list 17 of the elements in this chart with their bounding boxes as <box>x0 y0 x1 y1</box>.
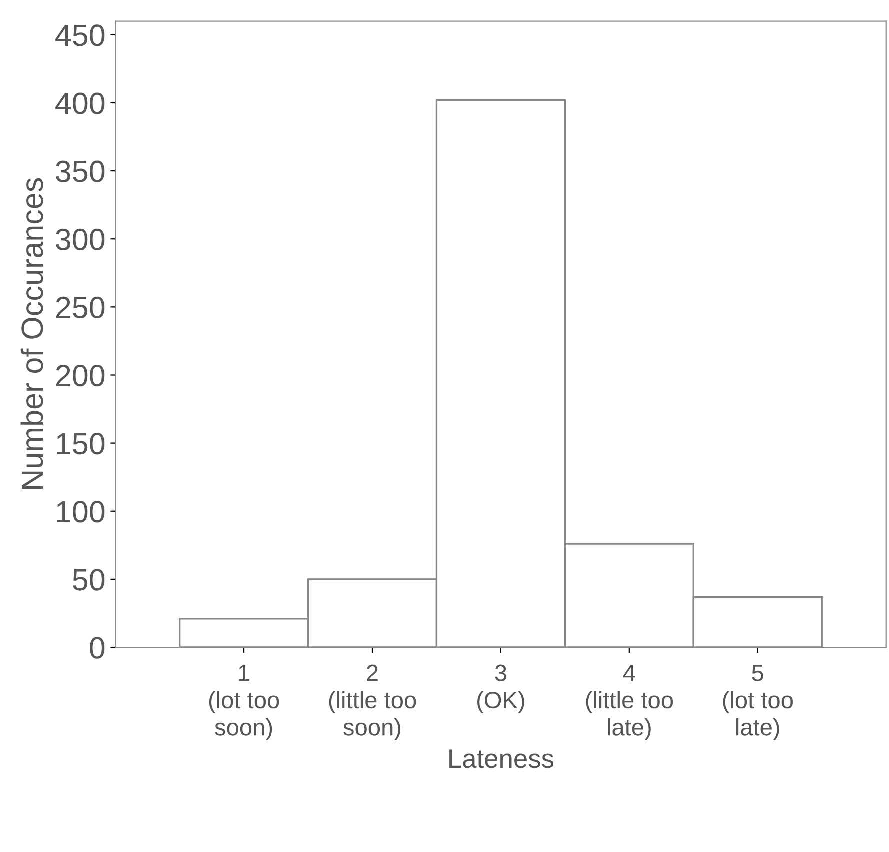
y-tick-label: 150 <box>57 433 105 455</box>
y-tick-label: 0 <box>90 637 105 659</box>
y-tick-label: 200 <box>56 364 105 387</box>
y-tick-label: 350 <box>56 160 105 182</box>
y-tick-label: 100 <box>57 501 105 523</box>
y-tick-label: 50 <box>73 569 105 591</box>
y-tick-label: 400 <box>56 92 105 114</box>
y-axis-title: Number of Occurances <box>20 178 44 489</box>
y-tick-label: 450 <box>56 24 105 46</box>
x-tick-label: 2 (little too soon) <box>329 664 416 740</box>
x-tick-label: 5 (lot too late) <box>723 665 793 740</box>
x-tick-label: 3 (OK) <box>477 664 524 714</box>
y-tick-label: 300 <box>56 228 105 250</box>
x-tick-label: 1 (lot too soon) <box>209 665 280 740</box>
x-tick-label: 4 (little too late) <box>586 665 674 740</box>
x-axis-title: Lateness <box>450 750 554 768</box>
y-tick-label: 250 <box>56 296 105 319</box>
